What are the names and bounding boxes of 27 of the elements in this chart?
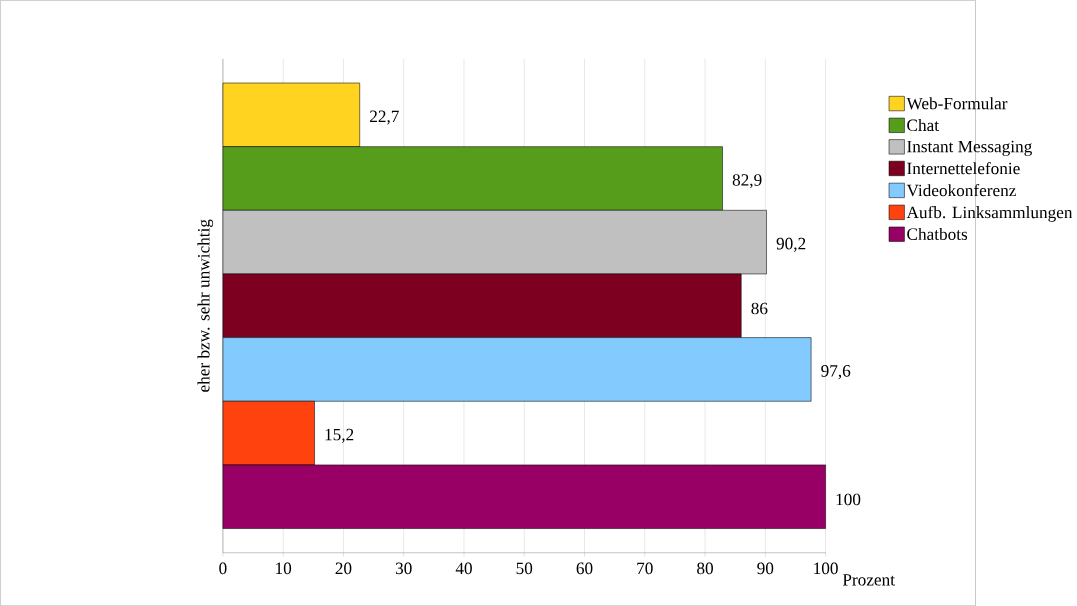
x-tick-label: 10 xyxy=(276,562,292,575)
x-tick-label: 70 xyxy=(637,562,653,575)
data-label: 100 xyxy=(836,493,861,506)
legend-label: Web-Formular xyxy=(906,97,1008,110)
legend-label: Internettelefonie xyxy=(907,161,1020,175)
data-label: 86 xyxy=(751,302,768,315)
data-label: 22,7 xyxy=(370,110,399,125)
y-tick-label: eher bzw. sehr unwichtig xyxy=(197,219,214,392)
legend-label: Instant Messaging xyxy=(907,140,1032,156)
data-label: 90,2 xyxy=(776,237,806,252)
x-tick-label: 0 xyxy=(219,562,227,575)
data-label: 15,2 xyxy=(325,428,354,443)
legend-label: Aufb. Linksammlungen xyxy=(906,205,1073,222)
x-tick-label: 20 xyxy=(335,562,352,575)
data-label: 82,9 xyxy=(732,174,762,189)
x-tick-label: 80 xyxy=(697,562,713,575)
legend-label: Chatbots xyxy=(907,227,968,240)
legend-label: Chat xyxy=(907,118,939,132)
x-tick-label: 50 xyxy=(516,562,533,575)
x-tick-label: 40 xyxy=(455,562,472,575)
x-tick-label: 100 xyxy=(814,562,838,575)
x-tick-label: 90 xyxy=(757,562,774,575)
data-label: 97,6 xyxy=(821,365,851,380)
legend-label: Videokonferenz xyxy=(906,183,1016,197)
x-axis-title: Prozent xyxy=(842,574,895,586)
x-tick-label: 30 xyxy=(395,562,412,575)
x-tick-label: 60 xyxy=(576,562,593,575)
